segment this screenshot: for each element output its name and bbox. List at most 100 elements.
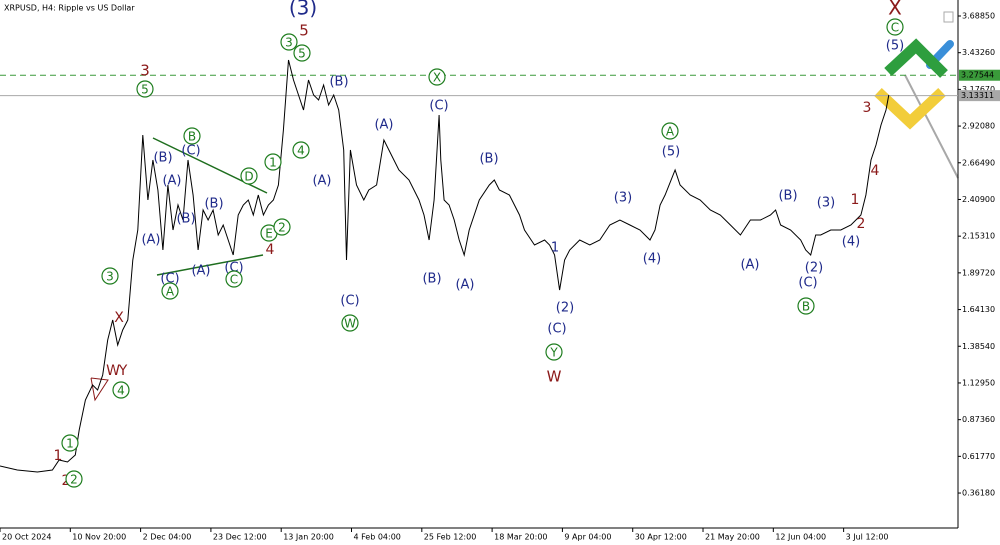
wave-label: E — [265, 227, 273, 241]
wave-label: (C) — [224, 261, 243, 276]
wave-label: 1 — [269, 156, 277, 170]
y-tick-label: 3.43260 — [962, 48, 995, 57]
wave-label: (A) — [312, 174, 331, 189]
wave-label: 1 — [54, 448, 63, 464]
wave-circle — [161, 282, 179, 300]
wave-label: 1 — [851, 192, 860, 208]
wave-label: (3) — [817, 196, 835, 211]
wave-label: Y — [118, 363, 128, 379]
wave-label: (C) — [181, 144, 200, 159]
wave-label: D — [244, 170, 253, 184]
wave-label: 4 — [297, 144, 305, 158]
wave-circle — [341, 314, 359, 332]
wave-label: (3) — [289, 0, 317, 20]
wave-label: X — [114, 310, 124, 326]
chart-title: XRPUSD, H4: Ripple vs US Dollar — [4, 4, 135, 13]
wave-label: 4 — [117, 384, 125, 398]
wave-label: (C) — [160, 272, 179, 287]
logo — [874, 38, 954, 130]
y-tick-label: 1.89720 — [962, 268, 995, 277]
x-tick-label: 23 Dec 12:00 — [213, 533, 267, 542]
wave-label: (B) — [204, 197, 223, 212]
wave-circle — [101, 267, 119, 285]
wave-label: 1 — [66, 437, 74, 451]
wave-label: (B) — [778, 189, 797, 204]
wave-circle — [264, 153, 282, 171]
wave-label: (C) — [429, 99, 448, 114]
wave-circle — [136, 80, 154, 98]
wave-label: 5 — [298, 47, 306, 61]
wave-label: 4 — [266, 242, 275, 258]
wave-label: (A) — [455, 278, 474, 293]
wave-label: C — [230, 273, 238, 287]
wave-circle — [183, 127, 201, 145]
wave-label: (B) — [479, 152, 498, 167]
wave-label: (B) — [176, 212, 195, 227]
wave-circle — [273, 218, 291, 236]
y-tick-label: 0.61770 — [962, 452, 995, 461]
x-tick-label: 30 Apr 12:00 — [635, 533, 687, 542]
wave-circle — [65, 470, 83, 488]
wave-label: (B) — [329, 75, 348, 90]
level-tag — [959, 69, 1000, 81]
wave-label: B — [188, 130, 196, 144]
wave-label: 2 — [278, 221, 286, 235]
wave-label: W — [344, 317, 356, 331]
wave-label: 3 — [863, 100, 872, 116]
price-line — [0, 59, 890, 473]
y-tick-label: 2.92080 — [962, 122, 995, 131]
x-tick-label: 2 Dec 04:00 — [143, 533, 192, 542]
level-label: 3.27544 — [961, 71, 994, 80]
triangle — [90, 377, 109, 402]
x-tick-label: 4 Feb 04:00 — [354, 533, 401, 542]
x-tick-label: 18 Mar 20:00 — [494, 533, 547, 542]
y-tick-label: 1.38540 — [962, 342, 995, 351]
wave-circle — [545, 343, 563, 361]
x-tick-label: 3 Jul 12:00 — [846, 533, 889, 542]
wave-label: (4) — [842, 235, 860, 250]
scroll-button[interactable] — [943, 11, 954, 23]
wave-label: B — [802, 300, 810, 314]
wave-label: (C) — [798, 276, 817, 291]
x-tick-label: 25 Feb 12:00 — [424, 533, 476, 542]
wave-label: 5 — [299, 22, 309, 40]
wave-label: 3 — [285, 36, 293, 50]
wave-circle — [292, 141, 310, 159]
y-tick-label: 1.12950 — [962, 378, 995, 387]
wave-label: (A) — [141, 233, 160, 248]
wave-circle — [886, 18, 904, 36]
wave-label: (B) — [422, 272, 441, 287]
x-tick-label: 12 Jun 04:00 — [775, 533, 826, 542]
wave-label: (4) — [643, 252, 661, 267]
wave-label: A — [666, 125, 675, 139]
wave-label: W — [547, 368, 562, 386]
wave-circle — [225, 270, 243, 288]
wave-label: (C) — [340, 294, 359, 309]
y-tick-label: 1.64130 — [962, 305, 995, 314]
wave-label: (C) — [547, 322, 566, 337]
logo-yellow — [874, 87, 946, 130]
wave-label: 5 — [141, 83, 149, 97]
wave-circle — [661, 122, 679, 140]
wave-label: X — [433, 71, 441, 85]
wave-label: 3 — [106, 270, 114, 284]
x-tick-label: 9 Apr 04:00 — [564, 533, 611, 542]
wave-label: (A) — [162, 174, 181, 189]
wave-circle — [61, 434, 79, 452]
y-tick-label: 2.40900 — [962, 195, 995, 204]
wave-label: (3) — [614, 191, 632, 206]
y-tick-label: 0.36180 — [962, 489, 995, 498]
x-tick-label: 21 May 20:00 — [705, 533, 760, 542]
channel-line — [904, 74, 959, 179]
trend-line — [156, 254, 264, 276]
wave-label: Y — [549, 346, 558, 360]
wave-label: (A) — [374, 118, 393, 133]
y-tick-label: 2.66490 — [962, 158, 995, 167]
wave-label: C — [891, 21, 899, 35]
wave-circle — [112, 381, 130, 399]
wave-circle — [293, 44, 311, 62]
wave-circle — [797, 297, 815, 315]
wave-circle — [240, 167, 258, 185]
